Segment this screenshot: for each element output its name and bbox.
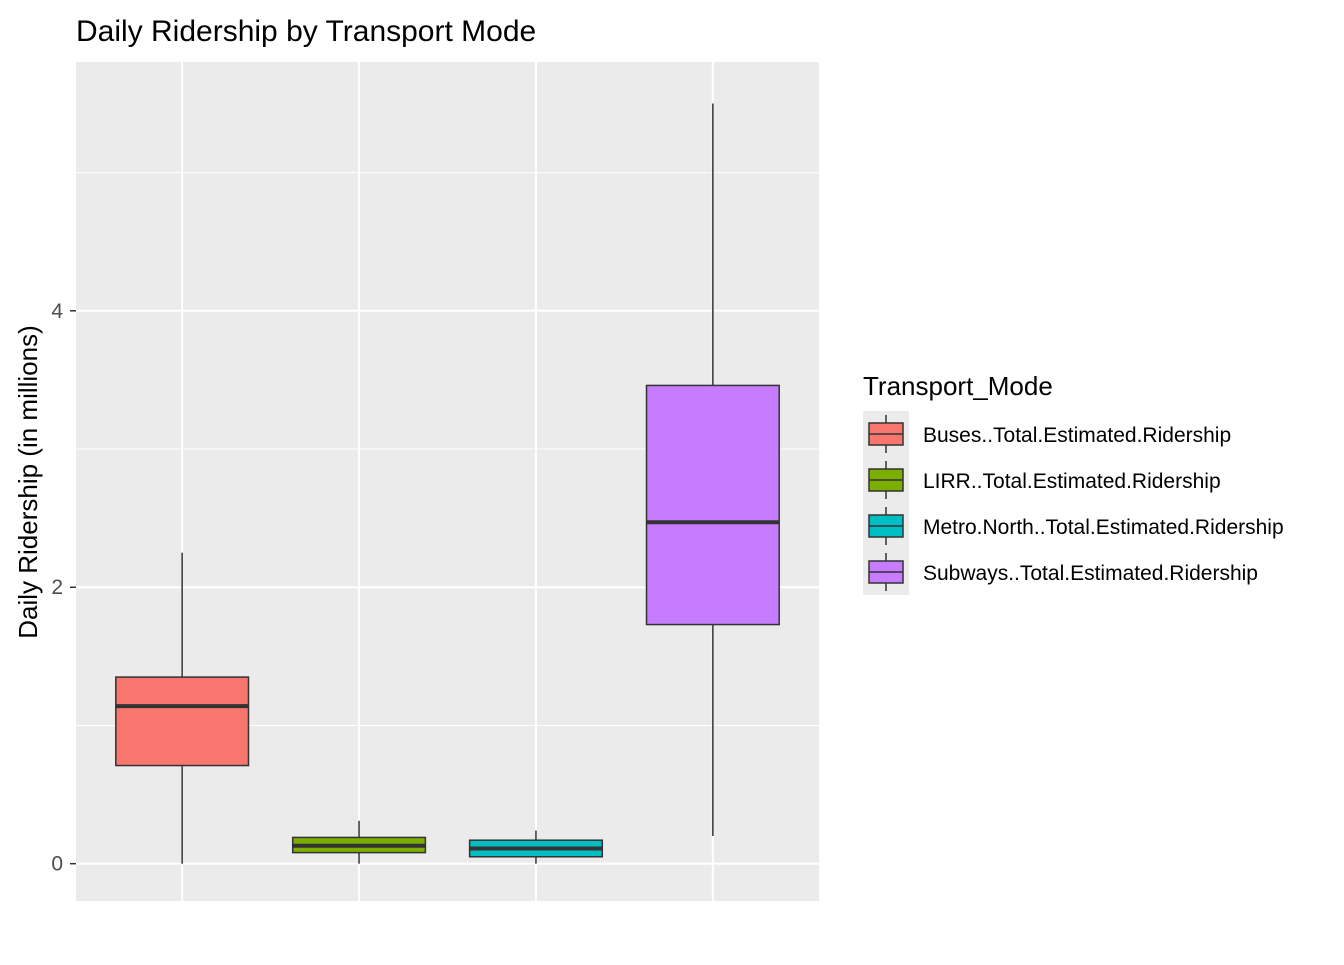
box-3 — [468, 830, 604, 864]
y-tick-label: 0 — [51, 853, 63, 876]
y-tick-label: 2 — [51, 576, 63, 599]
box-iqr — [645, 384, 780, 626]
y-axis-ticks: 0 2 4 — [51, 300, 76, 876]
box-1 — [115, 552, 250, 864]
legend-item-4: Subways..Total.Estimated.Ridership — [868, 553, 1258, 591]
legend-title: Transport_Mode — [863, 371, 1053, 401]
legend-label: Buses..Total.Estimated.Ridership — [923, 424, 1231, 447]
y-axis-title: Daily Ridership (in millions) — [13, 325, 43, 639]
legend: Transport_Mode Buses..Total.Estimated.Ri… — [863, 371, 1284, 595]
legend-items: Buses..Total.Estimated.Ridership LIRR..To… — [868, 415, 1284, 591]
boxes-layer — [115, 103, 780, 864]
legend-label: Metro.North..Total.Estimated.Ridership — [923, 516, 1284, 539]
legend-label: LIRR..Total.Estimated.Ridership — [923, 470, 1221, 493]
legend-item-1: Buses..Total.Estimated.Ridership — [868, 415, 1231, 453]
legend-item-3: Metro.North..Total.Estimated.Ridership — [868, 507, 1284, 545]
y-tick-label: 4 — [51, 300, 63, 323]
box-4 — [645, 103, 780, 837]
chart-title: Daily Ridership by Transport Mode — [76, 15, 536, 48]
legend-item-2: LIRR..Total.Estimated.Ridership — [868, 461, 1221, 499]
box-2 — [291, 820, 427, 864]
box-iqr — [115, 676, 250, 767]
legend-label: Subways..Total.Estimated.Ridership — [923, 562, 1258, 585]
